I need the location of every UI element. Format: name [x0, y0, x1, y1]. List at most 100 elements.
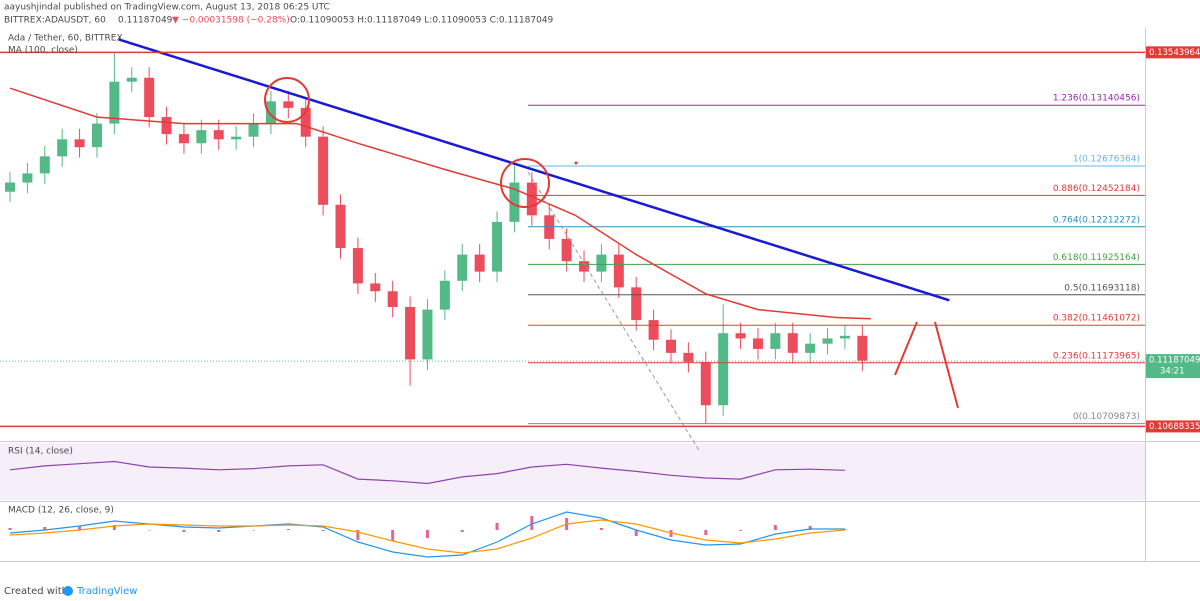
candle-body: [213, 130, 224, 140]
trendline: [118, 38, 950, 302]
candle-body: [457, 254, 468, 281]
legend-ma: MA (100, close): [8, 46, 78, 56]
fib-label: 0.764(0.12212272): [1053, 215, 1140, 225]
candle-body: [22, 173, 33, 183]
ohlc: O:0.11090053 H:0.11187049 L:0.11090053 C…: [290, 16, 554, 26]
candle-body: [613, 254, 624, 288]
fib-label: 1.236(0.13140456): [1053, 94, 1140, 104]
indicator-line: [9, 460, 845, 485]
candle-body: [579, 261, 590, 272]
fib-trend-dash: [527, 171, 701, 453]
fib-label: 0.618(0.11925164): [1053, 253, 1140, 263]
level-tag-label: 0.10688335: [1149, 422, 1200, 432]
level-tag-label: 0.13543964: [1149, 48, 1200, 58]
candle-body: [787, 333, 798, 353]
last: 0.11187049: [118, 16, 173, 26]
histogram-bar: [495, 523, 499, 530]
candle-body: [648, 320, 659, 340]
labels: aayushjindal published on TradingView.co…: [4, 3, 1200, 597]
byline: aayushjindal published on TradingView.co…: [4, 3, 330, 13]
candle-body: [735, 333, 746, 339]
histogram-bar: [252, 530, 256, 531]
moving-average: [9, 87, 872, 320]
candle-body: [492, 221, 503, 272]
last-price-tag: [1146, 354, 1200, 379]
histogram-bar: [112, 525, 116, 530]
candle-body: [770, 333, 781, 349]
candle-body: [178, 134, 189, 144]
candle-body: [300, 107, 311, 137]
highlight-circle: [264, 77, 310, 123]
histogram-bar: [8, 528, 12, 530]
histogram-bar: [599, 528, 603, 530]
candle-body: [700, 362, 711, 406]
candle-body: [405, 307, 416, 360]
candle-body: [839, 335, 850, 339]
footer-created: Created with: [4, 586, 68, 597]
marks: [0, 38, 1145, 558]
histogram-bar: [182, 530, 186, 532]
histogram-bar: [78, 526, 82, 530]
candle-body: [91, 123, 102, 148]
candle-body: [752, 338, 763, 349]
candle-body: [196, 130, 207, 144]
candle-body: [561, 238, 572, 262]
candle-body: [526, 182, 537, 216]
arrow-up: [894, 321, 918, 376]
level-tag: [1146, 420, 1200, 433]
candle-body: [248, 123, 259, 137]
candle-body: [144, 77, 155, 118]
macd-title: MACD (12, 26, close, 9): [8, 506, 114, 516]
brand-logo: [63, 586, 73, 596]
candle-body: [718, 333, 729, 406]
fib-label: 1(0.12676364): [1073, 154, 1140, 164]
candle-body: [352, 248, 363, 284]
candle-body: [857, 335, 868, 361]
candle-body: [74, 139, 85, 148]
candle-body: [805, 343, 816, 353]
drawings: [264, 77, 959, 453]
highlight-circle: [500, 158, 550, 208]
histogram-bar: [425, 530, 429, 538]
histogram-bar: [808, 526, 812, 530]
histogram-bar: [460, 530, 464, 532]
candle-body: [318, 136, 329, 205]
fib-label: 0.236(0.11173965): [1053, 351, 1140, 361]
candle-body: [474, 254, 485, 272]
candle-body: [335, 204, 346, 249]
histogram-bar: [634, 530, 638, 536]
symbol: BITTREX:ADAUSDT, 60: [4, 16, 106, 26]
histogram-bar: [739, 530, 743, 531]
legend-title: Ada / Tether, 60, BITTREX: [8, 34, 123, 44]
candle-body: [387, 291, 398, 307]
histogram-bar: [286, 529, 290, 530]
footer-brand: TradingView: [76, 586, 137, 597]
histogram-bar: [356, 530, 360, 540]
candle-body: [5, 182, 16, 192]
fib-label: 0.382(0.11461072): [1053, 314, 1140, 324]
fib-label: 0(0.10709873): [1073, 412, 1140, 422]
change: ▼ −0.00031598 (−0.28%): [172, 16, 290, 26]
histogram-bar: [43, 527, 47, 530]
histogram-bar: [530, 516, 534, 530]
candle-body: [283, 101, 294, 108]
candle-body: [161, 117, 172, 135]
indicator-line: [9, 519, 845, 554]
candle-body: [683, 352, 694, 363]
countdown: 34:21: [1160, 367, 1185, 377]
fib-label: 0.886(0.12452184): [1053, 184, 1140, 194]
rsi-title: RSI (14, close): [8, 447, 73, 457]
histogram-bar: [217, 530, 221, 532]
level-tag: [1146, 46, 1200, 59]
histogram-bar: [147, 530, 151, 531]
candle-body: [231, 136, 242, 140]
rsi-band: [0, 443, 1145, 500]
candle-body: [439, 280, 450, 310]
candle-body: [126, 77, 137, 82]
candle-body: [39, 156, 50, 174]
candle-body: [265, 101, 276, 124]
candle-body: [665, 339, 676, 353]
histogram-bar: [321, 530, 325, 531]
candle-body: [822, 338, 833, 344]
dot: [574, 161, 578, 165]
